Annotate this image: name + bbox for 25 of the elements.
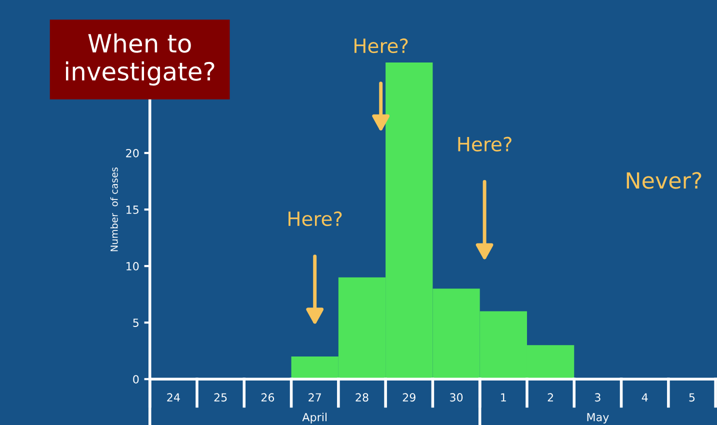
chart-title: When to investigate? bbox=[66, 33, 214, 86]
x-tick-label: 2 bbox=[548, 393, 553, 402]
x-tick-label: 27 bbox=[308, 393, 321, 402]
x-tick-label: 26 bbox=[261, 393, 274, 402]
y-axis-title: Number of cases bbox=[110, 167, 118, 252]
y-tick-label: 20 bbox=[126, 148, 139, 158]
x-tick-label: 24 bbox=[167, 393, 180, 402]
annotation: Here? bbox=[288, 211, 342, 226]
annotation: Here? bbox=[354, 38, 408, 54]
x-tick-label: 4 bbox=[642, 393, 648, 402]
y-tick-label: 5 bbox=[133, 318, 138, 327]
y-tick-label: 0 bbox=[133, 375, 139, 384]
y-tick-label: 15 bbox=[126, 206, 138, 214]
x-tick-label: 1 bbox=[501, 393, 506, 402]
y-tick-label: 10 bbox=[126, 262, 139, 270]
x-tick-label: 28 bbox=[356, 393, 368, 402]
x-tick-label: 25 bbox=[214, 393, 227, 402]
x-tick-label: 3 bbox=[595, 393, 600, 402]
x-tick-label: 30 bbox=[450, 393, 463, 402]
x-tick-label: 29 bbox=[402, 393, 416, 402]
text: May bbox=[587, 413, 609, 424]
text: April bbox=[302, 412, 327, 424]
annotation: Here? bbox=[458, 136, 512, 152]
annotation: Never? bbox=[626, 172, 702, 189]
x-tick-label: 5 bbox=[689, 393, 695, 402]
